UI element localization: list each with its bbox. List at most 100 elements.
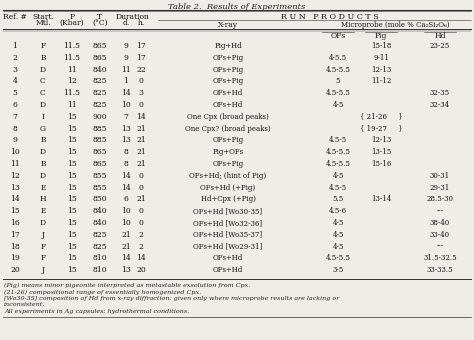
Text: C: C	[40, 78, 46, 85]
Text: (Pig) means minor pigeonite interpreted as metastable exsolution from Cpx.: (Pig) means minor pigeonite interpreted …	[4, 283, 250, 288]
Text: F: F	[40, 254, 46, 262]
Text: 825: 825	[93, 101, 107, 109]
Text: 21: 21	[136, 195, 146, 203]
Text: 15: 15	[67, 195, 77, 203]
Text: 10: 10	[121, 219, 131, 227]
Text: OFs+Hd [Wo32-36]: OFs+Hd [Wo32-36]	[193, 219, 263, 227]
Text: 7: 7	[13, 113, 18, 121]
Text: 15: 15	[67, 184, 77, 192]
Text: OFs+Hd [Wo35-37]: OFs+Hd [Wo35-37]	[193, 231, 263, 239]
Text: OFs+Hd: OFs+Hd	[213, 254, 243, 262]
Text: 825: 825	[93, 78, 107, 85]
Text: 10: 10	[121, 207, 131, 215]
Text: P: P	[69, 13, 74, 21]
Text: 17: 17	[136, 42, 146, 50]
Text: 15: 15	[67, 266, 77, 274]
Text: 4.5-5.5: 4.5-5.5	[326, 160, 350, 168]
Text: 30-31: 30-31	[430, 172, 450, 180]
Text: 13: 13	[121, 266, 131, 274]
Text: 865: 865	[93, 160, 107, 168]
Text: 885: 885	[93, 136, 107, 144]
Text: 21: 21	[121, 243, 131, 251]
Text: 38-40: 38-40	[430, 219, 450, 227]
Text: 0: 0	[138, 207, 144, 215]
Text: 17: 17	[10, 231, 20, 239]
Text: 4.5-5.5: 4.5-5.5	[326, 254, 350, 262]
Text: 4-5: 4-5	[332, 243, 344, 251]
Text: 11-12: 11-12	[371, 78, 391, 85]
Text: OFs+Hd: OFs+Hd	[213, 89, 243, 97]
Text: 840: 840	[93, 207, 107, 215]
Text: 3: 3	[12, 66, 18, 73]
Text: One Cpx (broad peaks): One Cpx (broad peaks)	[187, 113, 269, 121]
Text: Hd: Hd	[434, 33, 446, 40]
Text: 3: 3	[138, 89, 144, 97]
Text: 18: 18	[10, 243, 20, 251]
Text: { 19-27     }: { 19-27 }	[360, 124, 402, 133]
Text: 0: 0	[138, 78, 144, 85]
Text: Ref. #: Ref. #	[3, 13, 27, 21]
Text: 855: 855	[93, 184, 107, 192]
Text: J: J	[41, 231, 45, 239]
Text: C: C	[40, 89, 46, 97]
Text: OFs+Pig: OFs+Pig	[212, 54, 244, 62]
Text: 5.5: 5.5	[332, 195, 344, 203]
Text: 13: 13	[121, 124, 131, 133]
Text: 6: 6	[13, 101, 18, 109]
Text: One Cpx? (broad peaks): One Cpx? (broad peaks)	[185, 124, 271, 133]
Text: 810: 810	[93, 254, 107, 262]
Text: 15: 15	[67, 160, 77, 168]
Text: d.: d.	[122, 19, 129, 27]
Text: 28.5-30: 28.5-30	[427, 195, 454, 203]
Text: 9: 9	[124, 54, 128, 62]
Text: Table 2.  Results of Experiments: Table 2. Results of Experiments	[168, 3, 306, 11]
Text: 32-34: 32-34	[430, 101, 450, 109]
Text: E: E	[40, 184, 46, 192]
Text: 22: 22	[136, 66, 146, 73]
Text: 21: 21	[136, 136, 146, 144]
Text: Start.: Start.	[32, 13, 54, 21]
Text: 20: 20	[136, 266, 146, 274]
Text: 825: 825	[93, 89, 107, 97]
Text: OFs+Pig: OFs+Pig	[212, 66, 244, 73]
Text: 4-5: 4-5	[332, 219, 344, 227]
Text: 2: 2	[138, 243, 144, 251]
Text: 13: 13	[121, 136, 131, 144]
Text: 20: 20	[10, 266, 20, 274]
Text: 4-5: 4-5	[332, 231, 344, 239]
Text: 4.5-6: 4.5-6	[329, 207, 347, 215]
Text: 11: 11	[67, 101, 77, 109]
Text: 4.5-5: 4.5-5	[329, 184, 347, 192]
Text: 21: 21	[136, 160, 146, 168]
Text: 9-11: 9-11	[373, 54, 389, 62]
Text: 13-14: 13-14	[371, 195, 391, 203]
Text: 14: 14	[121, 172, 131, 180]
Text: (Kbar): (Kbar)	[60, 19, 84, 27]
Text: B: B	[40, 54, 46, 62]
Text: 14: 14	[121, 254, 131, 262]
Text: 8: 8	[124, 160, 128, 168]
Text: 33-33.5: 33-33.5	[427, 266, 453, 274]
Text: X-ray: X-ray	[218, 21, 238, 29]
Text: 15: 15	[67, 207, 77, 215]
Text: 21: 21	[136, 124, 146, 133]
Text: 15: 15	[67, 172, 77, 180]
Text: 33-40: 33-40	[430, 231, 450, 239]
Text: OFs+Hd [Wo30-35]: OFs+Hd [Wo30-35]	[193, 207, 263, 215]
Text: 825: 825	[93, 231, 107, 239]
Text: 14: 14	[121, 184, 131, 192]
Text: 11.5: 11.5	[64, 54, 81, 62]
Text: 15: 15	[67, 148, 77, 156]
Text: 0: 0	[138, 184, 144, 192]
Text: 16: 16	[10, 219, 20, 227]
Text: 15: 15	[10, 207, 20, 215]
Text: 8: 8	[124, 148, 128, 156]
Text: OFs+Hd; (hint of Pig): OFs+Hd; (hint of Pig)	[190, 172, 266, 180]
Text: OFs+Hd: OFs+Hd	[213, 101, 243, 109]
Text: 12-13: 12-13	[371, 66, 391, 73]
Text: Pig+OFs: Pig+OFs	[212, 148, 244, 156]
Text: I: I	[42, 113, 45, 121]
Text: 15: 15	[67, 254, 77, 262]
Text: 21: 21	[121, 231, 131, 239]
Text: 4.5-5.5: 4.5-5.5	[326, 66, 350, 73]
